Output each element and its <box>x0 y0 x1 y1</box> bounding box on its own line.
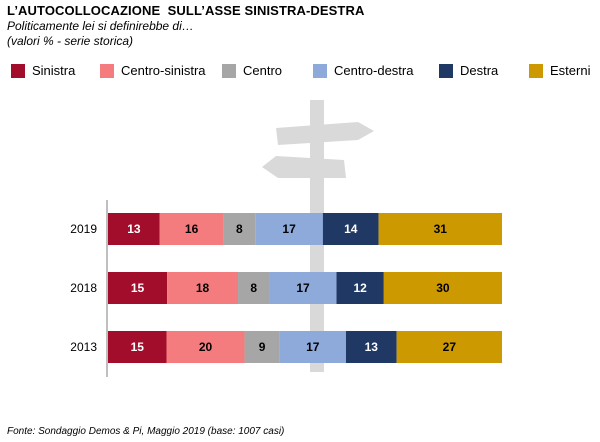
legend-swatch-centro <box>222 64 236 78</box>
data-label-centro-sinistra-2018: 18 <box>196 281 210 295</box>
bar-segment-destra-2013 <box>345 331 397 363</box>
bar-segment-centro-2013 <box>244 331 280 363</box>
data-label-centro-sinistra-2013: 20 <box>199 340 213 354</box>
bar-segment-centro-sinistra-2018 <box>167 272 239 304</box>
legend-label-centro-sinistra: Centro-sinistra <box>121 63 206 78</box>
bar-segment-sinistra-2018 <box>108 272 168 304</box>
chart-subtitle: Politicamente lei si definirebbe di… <box>7 19 194 33</box>
category-label-2013: 2013 <box>70 340 97 354</box>
bar-segment-centro-destra-2019 <box>255 213 323 245</box>
bar-segment-centro-2019 <box>223 213 256 245</box>
legend-label-sinistra: Sinistra <box>32 63 76 78</box>
legend-swatch-sinistra <box>11 64 25 78</box>
legend-swatch-centro-destra <box>313 64 327 78</box>
legend-label-esterni: Esterni <box>550 63 591 78</box>
legend-swatch-destra <box>439 64 453 78</box>
data-label-centro-sinistra-2019: 16 <box>185 222 199 236</box>
bar-segment-destra-2019 <box>322 213 379 245</box>
data-label-sinistra-2018: 15 <box>131 281 145 295</box>
legend-label-destra: Destra <box>460 63 499 78</box>
category-label-2019: 2019 <box>70 222 97 236</box>
bar-segment-esterni-2018 <box>383 272 502 304</box>
source-note: Fonte: Sondaggio Demos & Pi, Maggio 2019… <box>7 426 285 437</box>
chart-note: (valori % - serie storica) <box>7 34 134 48</box>
data-label-centro-destra-2019: 17 <box>282 222 296 236</box>
bar-segment-esterni-2019 <box>378 213 502 245</box>
legend: Sinistra Centro-sinistra Centro Centro-d… <box>11 62 600 80</box>
data-label-centro-destra-2018: 17 <box>296 281 310 295</box>
legend-label-centro-destra: Centro-destra <box>334 63 414 78</box>
bar-segment-sinistra-2019 <box>108 213 160 245</box>
bar-segment-centro-sinistra-2013 <box>166 331 245 363</box>
data-label-esterni-2018: 30 <box>436 281 450 295</box>
data-label-sinistra-2013: 15 <box>131 340 145 354</box>
bar-segment-esterni-2013 <box>396 331 502 363</box>
data-label-destra-2018: 12 <box>353 281 367 295</box>
bar-segment-centro-destra-2013 <box>279 331 346 363</box>
data-label-sinistra-2019: 13 <box>127 222 141 236</box>
data-label-centro-destra-2013: 17 <box>306 340 320 354</box>
bar-segment-sinistra-2013 <box>108 331 167 363</box>
data-label-centro-2018: 8 <box>250 281 257 295</box>
data-label-destra-2013: 13 <box>365 340 379 354</box>
category-label-2018: 2018 <box>70 281 97 295</box>
bar-segment-centro-2018 <box>238 272 270 304</box>
data-label-centro-2013: 9 <box>259 340 266 354</box>
legend-swatch-centro-sinistra <box>100 64 114 78</box>
bar-segment-destra-2018 <box>336 272 384 304</box>
bar-segment-centro-sinistra-2019 <box>159 213 224 245</box>
data-label-esterni-2013: 27 <box>443 340 457 354</box>
data-label-centro-2019: 8 <box>236 222 243 236</box>
chart-title: L’AUTOCOLLOCAZIONE SULL’ASSE SINISTRA-DE… <box>7 3 365 18</box>
data-label-esterni-2019: 31 <box>434 222 448 236</box>
bar-segment-centro-destra-2018 <box>269 272 337 304</box>
legend-swatch-esterni <box>529 64 543 78</box>
data-label-destra-2019: 14 <box>344 222 358 236</box>
legend-label-centro: Centro <box>243 63 283 78</box>
